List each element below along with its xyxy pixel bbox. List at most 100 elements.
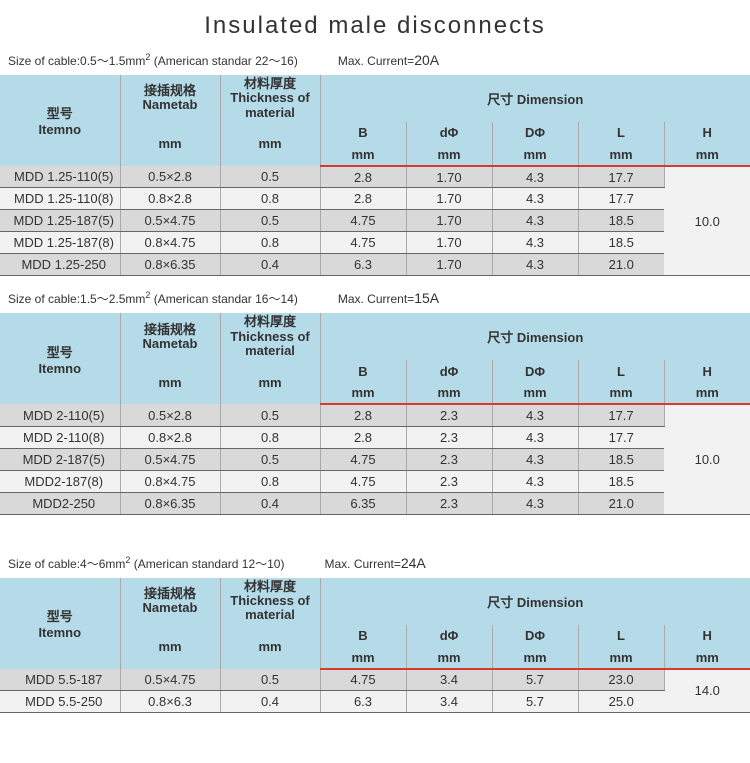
- cell-thickness: 0.4: [220, 254, 320, 276]
- table-row: MDD 5.5-2500.8×6.30.46.33.45.725.0: [0, 691, 750, 713]
- cell-nametab: 0.8×4.75: [120, 470, 220, 492]
- cell-Dphi: 4.3: [492, 188, 578, 210]
- col-Dphi-unit: mm: [492, 144, 578, 166]
- cell-thickness: 0.5: [220, 210, 320, 232]
- max-current-text: Max. Current=15A: [338, 290, 439, 306]
- cell-itemno: MDD 2-187(5): [0, 448, 120, 470]
- table-row: MDD 1.25-2500.8×6.350.46.31.704.321.0: [0, 254, 750, 276]
- cell-Dphi: 4.3: [492, 448, 578, 470]
- col-nametab-header: 接插规格Nametab: [120, 578, 220, 625]
- cell-dphi: 1.70: [406, 254, 492, 276]
- cell-B: 2.8: [320, 166, 406, 188]
- cell-thickness: 0.4: [220, 691, 320, 713]
- col-L-unit: mm: [578, 144, 664, 166]
- col-H-unit: mm: [664, 382, 750, 404]
- cell-itemno: MDD 1.25-110(5): [0, 166, 120, 188]
- cell-B: 6.3: [320, 691, 406, 713]
- col-B-unit: mm: [320, 144, 406, 166]
- tables-container: Size of cable:0.5～1.5mm2 (American stand…: [0, 48, 750, 713]
- col-itemno-header: 型号Itemno: [0, 578, 120, 669]
- cell-thickness: 0.4: [220, 492, 320, 514]
- cell-itemno: MDD 5.5-187: [0, 669, 120, 691]
- cell-B: 4.75: [320, 470, 406, 492]
- cell-dphi: 1.70: [406, 210, 492, 232]
- table-caption: Size of cable:4～6mm2 (American standard …: [0, 551, 750, 578]
- cell-dphi: 1.70: [406, 232, 492, 254]
- col-dphi-header: dΦ: [406, 122, 492, 144]
- spec-table: 型号Itemno接插规格Nametab材料厚度Thickness of mate…: [0, 75, 750, 276]
- cell-L: 18.5: [578, 470, 664, 492]
- col-thickness-unit: mm: [220, 625, 320, 669]
- cable-size-text: Size of cable:1.5～2.5mm2 (American stand…: [8, 290, 298, 307]
- cell-dphi: 1.70: [406, 166, 492, 188]
- col-H-unit: mm: [664, 647, 750, 669]
- cell-thickness: 0.5: [220, 404, 320, 426]
- cell-dphi: 2.3: [406, 426, 492, 448]
- col-dphi-header: dΦ: [406, 360, 492, 382]
- cell-L: 25.0: [578, 691, 664, 713]
- cell-B: 2.8: [320, 404, 406, 426]
- cell-H: 14.0: [664, 669, 750, 713]
- cell-itemno: MDD 1.25-187(5): [0, 210, 120, 232]
- col-dphi-unit: mm: [406, 647, 492, 669]
- cell-H: 10.0: [664, 166, 750, 276]
- col-nametab-header: 接插规格Nametab: [120, 75, 220, 122]
- cell-Dphi: 5.7: [492, 669, 578, 691]
- cell-Dphi: 4.3: [492, 426, 578, 448]
- cell-itemno: MDD 1.25-250: [0, 254, 120, 276]
- col-L-unit: mm: [578, 647, 664, 669]
- cell-nametab: 0.8×4.75: [120, 232, 220, 254]
- table-row: MDD 1.25-110(5)0.5×2.80.52.81.704.317.71…: [0, 166, 750, 188]
- col-thickness-unit: mm: [220, 360, 320, 404]
- cell-L: 17.7: [578, 426, 664, 448]
- cell-Dphi: 4.3: [492, 404, 578, 426]
- cell-thickness: 0.8: [220, 426, 320, 448]
- col-B-header: B: [320, 122, 406, 144]
- cell-thickness: 0.5: [220, 166, 320, 188]
- spec-table: 型号Itemno接插规格Nametab材料厚度Thickness of mate…: [0, 578, 750, 713]
- cell-B: 4.75: [320, 669, 406, 691]
- col-Dphi-header: DΦ: [492, 360, 578, 382]
- cell-L: 21.0: [578, 254, 664, 276]
- cell-Dphi: 4.3: [492, 210, 578, 232]
- cell-Dphi: 4.3: [492, 470, 578, 492]
- cell-nametab: 0.5×4.75: [120, 210, 220, 232]
- cell-itemno: MDD 2-110(8): [0, 426, 120, 448]
- col-B-unit: mm: [320, 647, 406, 669]
- table-row: MDD2-187(8)0.8×4.750.84.752.34.318.5: [0, 470, 750, 492]
- col-itemno-header: 型号Itemno: [0, 75, 120, 166]
- max-current-text: Max. Current=24A: [324, 555, 425, 571]
- cell-B: 2.8: [320, 188, 406, 210]
- cell-thickness: 0.5: [220, 669, 320, 691]
- cell-nametab: 0.5×2.8: [120, 166, 220, 188]
- table-row: MDD 1.25-187(5)0.5×4.750.54.751.704.318.…: [0, 210, 750, 232]
- cell-nametab: 0.5×2.8: [120, 404, 220, 426]
- cell-nametab: 0.5×4.75: [120, 448, 220, 470]
- cable-size-text: Size of cable:0.5～1.5mm2 (American stand…: [8, 52, 298, 69]
- cell-B: 2.8: [320, 426, 406, 448]
- col-dphi-header: dΦ: [406, 625, 492, 647]
- col-dimension-header: 尺寸 Dimension: [320, 313, 750, 360]
- cell-thickness: 0.5: [220, 448, 320, 470]
- cell-dphi: 2.3: [406, 492, 492, 514]
- table-row: MDD 2-110(5)0.5×2.80.52.82.34.317.710.0: [0, 404, 750, 426]
- cell-nametab: 0.8×6.35: [120, 492, 220, 514]
- table-caption: Size of cable:1.5～2.5mm2 (American stand…: [0, 286, 750, 313]
- col-nametab-header: 接插规格Nametab: [120, 313, 220, 360]
- cell-nametab: 0.8×6.35: [120, 254, 220, 276]
- col-dimension-header: 尺寸 Dimension: [320, 75, 750, 122]
- cell-Dphi: 5.7: [492, 691, 578, 713]
- cell-L: 21.0: [578, 492, 664, 514]
- col-Dphi-header: DΦ: [492, 625, 578, 647]
- col-thickness-unit: mm: [220, 122, 320, 166]
- table-row: MDD2-2500.8×6.350.46.352.34.321.0: [0, 492, 750, 514]
- table-row: MDD 5.5-1870.5×4.750.54.753.45.723.014.0: [0, 669, 750, 691]
- col-dimension-header: 尺寸 Dimension: [320, 578, 750, 625]
- col-thickness-header: 材料厚度Thickness of material: [220, 313, 320, 360]
- cell-L: 17.7: [578, 166, 664, 188]
- cable-size-text: Size of cable:4～6mm2 (American standard …: [8, 555, 284, 572]
- table-row: MDD 1.25-187(8)0.8×4.750.84.751.704.318.…: [0, 232, 750, 254]
- cell-dphi: 3.4: [406, 669, 492, 691]
- col-L-header: L: [578, 625, 664, 647]
- col-L-header: L: [578, 360, 664, 382]
